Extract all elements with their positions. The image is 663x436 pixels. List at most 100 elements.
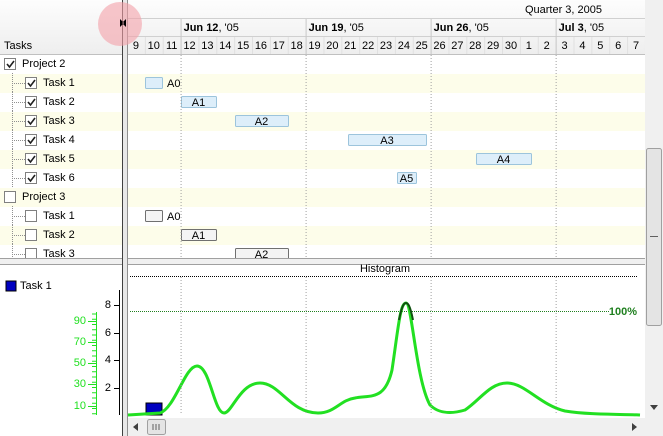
scroll-left[interactable] <box>133 423 138 431</box>
horizontal-scrollbar[interactable] <box>128 418 663 436</box>
week-day: Jun 26 <box>434 22 469 34</box>
checkbox[interactable] <box>25 172 37 184</box>
left-tick-label: 8 <box>105 299 111 311</box>
row-bg <box>0 112 645 131</box>
checkbox[interactable] <box>25 115 37 127</box>
day-label: 16 <box>255 40 267 52</box>
day-label: 13 <box>201 40 213 52</box>
row-label: Task 4 <box>43 134 75 146</box>
thumb-grip <box>152 424 160 430</box>
row-label: Project 3 <box>22 191 65 203</box>
week-year: , '05 <box>468 22 488 34</box>
checkbox[interactable] <box>4 58 16 70</box>
checkmark <box>27 136 36 145</box>
checkbox[interactable] <box>25 96 37 108</box>
day-label: 1 <box>526 40 532 52</box>
day-label: 12 <box>183 40 195 52</box>
day-label: 20 <box>326 40 338 52</box>
bar-label: A0 <box>167 78 180 90</box>
day-label: 5 <box>597 40 603 52</box>
checkmark <box>6 60 15 69</box>
percent-label: 100% <box>609 306 637 318</box>
checkbox[interactable] <box>25 134 37 146</box>
checkbox[interactable] <box>25 248 37 260</box>
day-label: 27 <box>451 40 463 52</box>
bar-label: A1 <box>192 97 205 109</box>
bar-label: A0 <box>167 211 180 223</box>
task-bar[interactable] <box>145 210 163 222</box>
day-label: 9 <box>133 40 139 52</box>
week-label: Jun 26, '05 <box>434 22 489 34</box>
scroll-right[interactable] <box>632 423 637 431</box>
task-bar[interactable] <box>235 115 289 127</box>
day-label: 3 <box>562 40 568 52</box>
horizontal-splitter[interactable] <box>0 258 645 265</box>
day-label: 23 <box>380 40 392 52</box>
histogram-title: Histogram <box>360 263 410 275</box>
task-bar[interactable] <box>397 172 417 184</box>
checkmark <box>27 174 36 183</box>
checkbox[interactable] <box>25 77 37 89</box>
day-label: 4 <box>579 40 585 52</box>
legend-swatch <box>5 280 17 292</box>
task-bar[interactable] <box>348 134 427 146</box>
checkmark <box>27 79 36 88</box>
week-day: Jun 12 <box>184 22 219 34</box>
row-bg <box>0 150 645 169</box>
day-label: 30 <box>505 40 517 52</box>
row-label: Task 1 <box>43 210 75 222</box>
task-bar[interactable] <box>235 248 289 260</box>
bar-label: A1 <box>192 230 205 242</box>
day-label: 11 <box>166 40 177 52</box>
week-label: Jun 12, '05 <box>184 22 239 34</box>
checkmark <box>27 117 36 126</box>
row-label: Task 2 <box>43 96 75 108</box>
quarter-label: Quarter 3, 2005 <box>525 4 602 16</box>
day-label: 29 <box>487 40 499 52</box>
vertical-splitter[interactable] <box>122 0 128 436</box>
checkmark <box>27 98 36 107</box>
left-tick-label: 6 <box>105 327 111 339</box>
checkbox[interactable] <box>25 153 37 165</box>
day-label: 24 <box>398 40 410 52</box>
week-label: Jul 3, '05 <box>559 22 605 34</box>
week-day: Jul 3 <box>559 22 584 34</box>
day-label: 6 <box>615 40 621 52</box>
task-bar[interactable] <box>181 96 217 108</box>
legend-label: Task 1 <box>20 280 52 292</box>
task-bar[interactable] <box>476 153 532 165</box>
checkmark <box>27 155 36 164</box>
day-label: 15 <box>237 40 249 52</box>
day-label: 10 <box>148 40 160 52</box>
bar-label: A2 <box>255 249 268 261</box>
day-label: 21 <box>344 40 356 52</box>
day-label: 22 <box>362 40 374 52</box>
splitter-arrows <box>120 19 126 27</box>
checkbox[interactable] <box>25 229 37 241</box>
percent-tick-label: 10 <box>74 400 86 412</box>
left-tick-label: 2 <box>105 382 111 394</box>
bar-label: A5 <box>400 173 413 185</box>
row-bg <box>0 188 645 207</box>
checkbox[interactable] <box>25 210 37 222</box>
week-year: , '05 <box>584 22 604 34</box>
row-label: Task 3 <box>43 115 75 127</box>
scroll-down[interactable] <box>650 405 658 410</box>
left-tick-label: 4 <box>105 354 111 366</box>
bar-label: A2 <box>255 116 268 128</box>
row-label: Task 2 <box>43 229 75 241</box>
task-bar[interactable] <box>145 77 163 89</box>
percent-tick-label: 30 <box>74 378 86 390</box>
bar-label: A3 <box>380 135 393 147</box>
day-label: 18 <box>291 40 303 52</box>
day-label: 2 <box>544 40 550 52</box>
percent-tick-label: 50 <box>74 357 86 369</box>
checkbox[interactable] <box>4 191 16 203</box>
percent-tick-label: 90 <box>74 315 86 327</box>
row-label: Project 2 <box>22 58 65 70</box>
percent-tick-label: 70 <box>74 336 86 348</box>
row-bg <box>0 74 645 93</box>
bar-label: A4 <box>497 154 510 166</box>
